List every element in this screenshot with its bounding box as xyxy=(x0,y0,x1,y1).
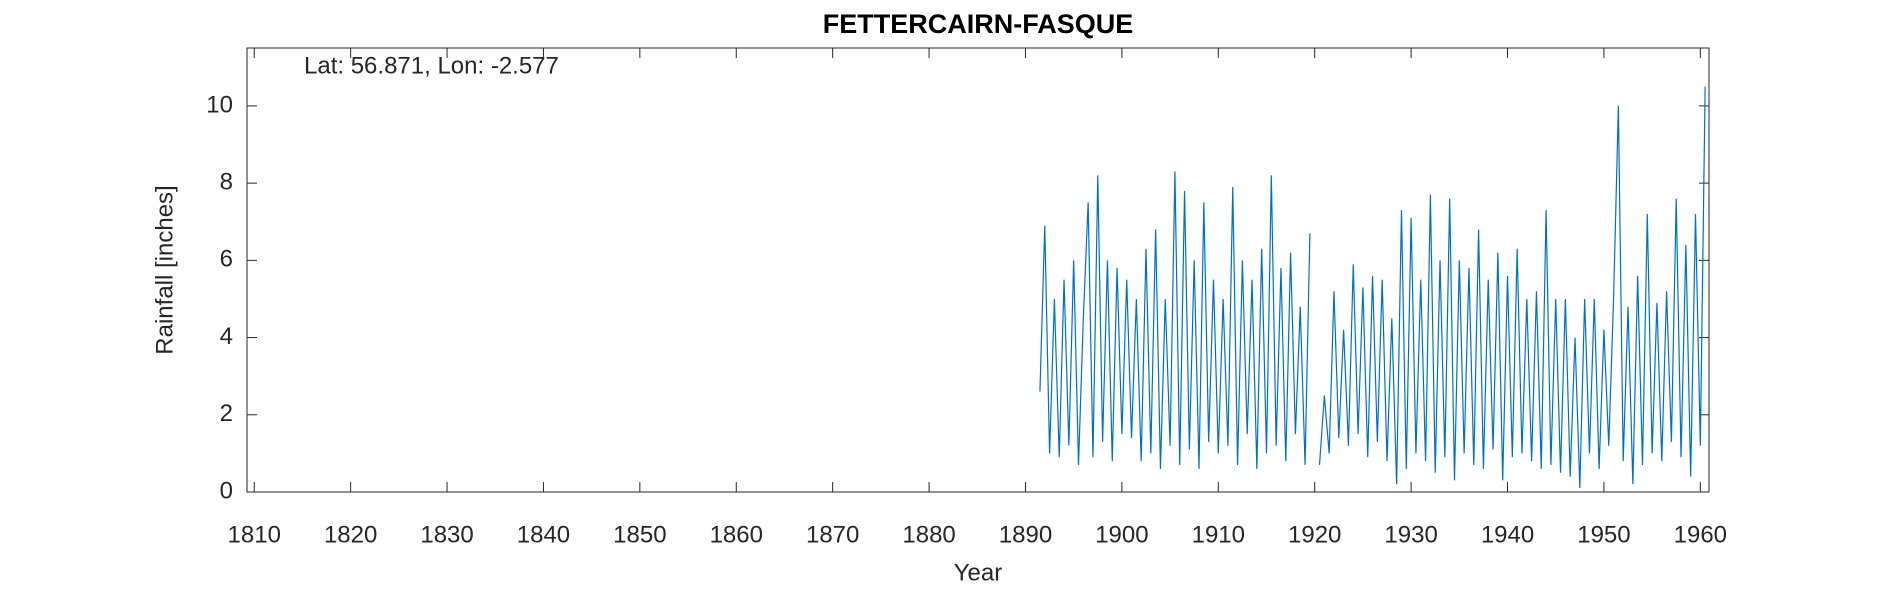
x-tick-label: 1950 xyxy=(1577,521,1630,548)
annotation: Lat: 56.871, Lon: -2.577 xyxy=(304,52,559,79)
x-tick-label: 1890 xyxy=(999,521,1052,548)
x-tick-label: 1960 xyxy=(1674,521,1727,548)
axes-box xyxy=(246,47,1710,493)
x-tick-label: 1850 xyxy=(613,521,666,548)
x-tick-label: 1910 xyxy=(1192,521,1245,548)
x-tick-label: 1920 xyxy=(1288,521,1341,548)
y-axis-label: Rainfall [inches] xyxy=(151,185,178,354)
x-tick-label: 1930 xyxy=(1384,521,1437,548)
x-tick-label: 1860 xyxy=(710,521,763,548)
y-tick-label: 8 xyxy=(220,168,233,195)
x-tick-label: 1870 xyxy=(806,521,859,548)
y-tick-label: 4 xyxy=(220,323,233,350)
y-tick-label: 10 xyxy=(206,91,233,118)
x-tick-label: 1810 xyxy=(228,521,281,548)
x-axis-label: Year xyxy=(954,559,1003,586)
x-tick-label: 1830 xyxy=(420,521,473,548)
chart-title: FETTERCAIRN-FASQUE xyxy=(823,9,1134,39)
y-tick-label: 6 xyxy=(220,246,233,273)
rainfall-line xyxy=(1039,86,1706,489)
x-tick-label: 1880 xyxy=(902,521,955,548)
x-tick-label: 1840 xyxy=(517,521,570,548)
y-tick-label: 0 xyxy=(220,477,233,504)
x-tick-label: 1820 xyxy=(324,521,377,548)
x-tick-label: 1940 xyxy=(1481,521,1534,548)
x-tick-label: 1900 xyxy=(1095,521,1148,548)
y-tick-label: 2 xyxy=(220,400,233,427)
